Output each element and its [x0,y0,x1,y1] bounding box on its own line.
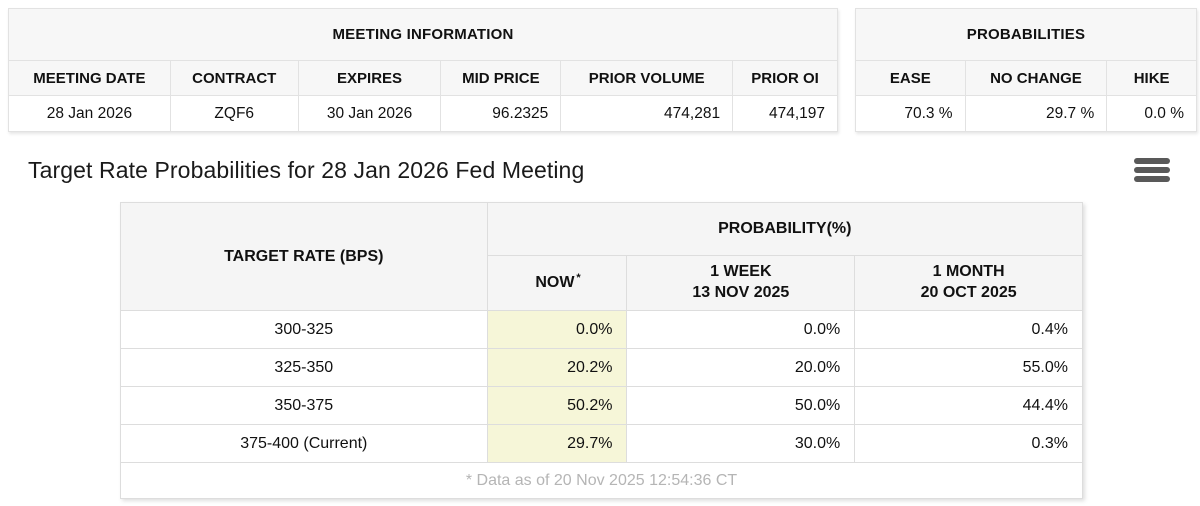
summary-tables-row: MEETING INFORMATION MEETING DATE CONTRAC… [0,0,1200,132]
now-label: NOW [535,273,575,291]
col-header-ease: EASE [855,60,966,96]
target-rate-value: 325-350 [120,348,488,387]
hamburger-menu-icon [1134,167,1170,173]
month-probability-value: 0.3% [854,424,1083,463]
week-column-header: 1 WEEK 13 NOV 2025 [626,255,856,311]
target-rate-value: 375-400 (Current) [120,424,488,463]
table-row: 300-325 0.0% 0.0% 0.4% [120,310,1083,349]
week-date: 13 NOV 2025 [692,284,790,301]
week-probability-value: 50.0% [626,386,856,425]
col-header-expires: EXPIRES [297,60,442,96]
mid-price-value: 96.2325 [440,95,562,132]
page-title: Target Rate Probabilities for 28 Jan 202… [28,156,585,183]
week-probability-value: 20.0% [626,348,856,387]
col-header-no-change: NO CHANGE [964,60,1108,96]
col-header-contract: CONTRACT [169,60,299,96]
meeting-date-value: 28 Jan 2026 [8,95,171,132]
target-rate-header: TARGET RATE (BPS) [120,202,488,311]
week-label: 1 WEEK [710,263,772,281]
col-header-mid-price: MID PRICE [440,60,562,96]
probabilities-title: PROBABILITIES [855,8,1197,61]
now-footnote-asterisk: * [576,271,581,284]
expires-value: 30 Jan 2026 [297,95,442,132]
target-rate-value: 300-325 [120,310,488,349]
month-label: 1 MONTH [932,263,1005,281]
target-rate-probabilities-table: TARGET RATE (BPS) PROBABILITY(%) NOW * 1 … [120,202,1084,499]
no-change-value: 29.7 % [964,95,1108,132]
month-column-header: 1 MONTH 20 OCT 2025 [854,255,1083,311]
col-header-prior-oi: PRIOR OI [732,60,838,96]
title-row: Target Rate Probabilities for 28 Jan 202… [0,132,1200,188]
hike-value: 0.0 % [1106,95,1197,132]
ease-value: 70.3 % [855,95,966,132]
meeting-information-row: 28 Jan 2026 ZQF6 30 Jan 2026 96.2325 474… [8,95,838,132]
now-probability-value: 29.7% [486,424,628,463]
rate-probabilities-section: TARGET RATE (BPS) PROBABILITY(%) NOW * 1 … [0,188,1200,499]
prior-oi-value: 474,197 [732,95,838,132]
meeting-information-title: MEETING INFORMATION [8,8,838,61]
month-date: 20 OCT 2025 [920,284,1017,301]
now-probability-value: 20.2% [486,348,628,387]
col-header-hike: HIKE [1106,60,1197,96]
month-probability-value: 55.0% [854,348,1083,387]
probabilities-row: 70.3 % 29.7 % 0.0 % [855,95,1197,132]
meeting-information-table: MEETING INFORMATION MEETING DATE CONTRAC… [8,8,838,132]
target-rate-value: 350-375 [120,386,488,425]
week-probability-value: 0.0% [626,310,856,349]
probability-group-header: PROBABILITY(%) [486,202,1084,256]
table-row: 375-400 (Current) 29.7% 30.0% 0.3% [120,424,1083,463]
hamburger-menu-icon [1134,176,1170,182]
month-probability-value: 44.4% [854,386,1083,425]
table-row: 325-350 20.2% 20.0% 55.0% [120,348,1083,387]
now-probability-value: 0.0% [486,310,628,349]
prior-volume-value: 474,281 [560,95,734,132]
col-header-prior-volume: PRIOR VOLUME [560,60,734,96]
col-header-meeting-date: MEETING DATE [8,60,171,96]
chart-menu-button[interactable] [1134,155,1174,185]
now-probability-value: 50.2% [486,386,628,425]
hamburger-menu-icon [1134,158,1170,164]
probabilities-table: PROBABILITIES EASE NO CHANGE HIKE 70.3 %… [855,8,1197,132]
data-as-of-footnote: * Data as of 20 Nov 2025 12:54:36 CT [120,462,1083,499]
contract-value: ZQF6 [169,95,299,132]
now-column-header: NOW * [486,255,628,311]
week-probability-value: 30.0% [626,424,856,463]
table-row: 350-375 50.2% 50.0% 44.4% [120,386,1083,425]
month-probability-value: 0.4% [854,310,1083,349]
